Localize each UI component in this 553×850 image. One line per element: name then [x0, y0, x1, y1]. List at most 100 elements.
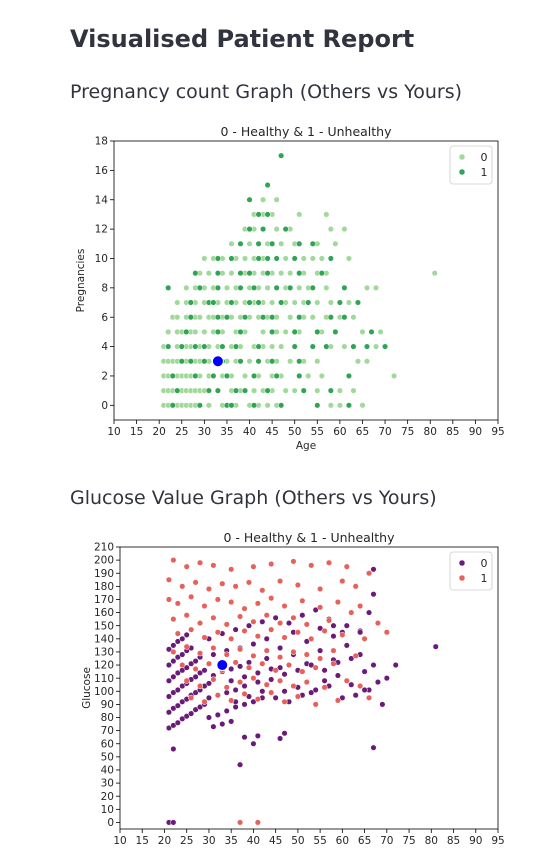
data-point-class-0 [192, 673, 199, 680]
data-point-class-1 [165, 343, 172, 350]
data-point-class-1 [272, 667, 279, 674]
data-point-class-1 [192, 579, 199, 586]
data-point-class-1 [296, 270, 303, 277]
data-point-class-0 [241, 372, 249, 379]
x-tick-label: 85 [446, 426, 459, 438]
data-point-class-1 [318, 270, 325, 277]
data-point-class-1 [264, 211, 271, 218]
data-point-class-1 [219, 343, 226, 350]
data-point-class-0 [165, 693, 172, 700]
data-point-class-1 [273, 284, 280, 291]
data-point-class-0 [278, 240, 285, 247]
data-point-class-1 [214, 255, 221, 262]
data-point-class-1 [339, 578, 346, 585]
data-point-class-0 [350, 314, 357, 321]
data-point-class-0 [327, 226, 334, 233]
data-point-class-1 [255, 240, 262, 247]
data-point-class-1 [205, 660, 212, 667]
data-point-class-1 [299, 597, 306, 604]
data-point-class-0 [210, 723, 217, 730]
data-point-class-1 [223, 621, 230, 628]
x-tick-label: 55 [311, 426, 324, 438]
data-point-class-0 [359, 328, 366, 335]
data-point-class-1 [268, 626, 275, 633]
data-point-class-1 [183, 612, 190, 619]
data-point-class-0 [228, 240, 235, 247]
data-point-class-0 [330, 622, 337, 629]
data-point-class-0 [359, 402, 366, 409]
data-point-class-1 [237, 819, 244, 826]
data-point-class-0 [291, 387, 298, 394]
y-tick-label: 16 [95, 165, 109, 177]
data-point-class-0 [285, 620, 293, 627]
data-point-class-0 [241, 734, 248, 741]
x-tick-label: 65 [358, 835, 371, 847]
data-point-class-0 [308, 661, 315, 669]
data-point-class-0 [269, 299, 276, 306]
data-point-class-1 [250, 675, 257, 682]
data-point-class-0 [170, 705, 177, 712]
data-point-class-1 [263, 647, 270, 654]
data-point-class-0 [343, 622, 350, 629]
data-point-class-1 [255, 343, 262, 350]
data-point-class-0 [237, 761, 244, 768]
y-tick-label: 190 [94, 568, 114, 580]
data-point-class-0 [323, 211, 330, 218]
data-point-class-0 [165, 724, 172, 732]
y-tick-label: 8 [101, 282, 108, 294]
data-point-class-0 [372, 343, 380, 350]
data-point-class-0 [300, 255, 307, 262]
data-point-class-0 [374, 679, 381, 686]
data-point-class-0 [219, 721, 226, 728]
data-point-class-0 [205, 680, 212, 687]
data-point-class-0 [273, 196, 280, 203]
data-point-class-1 [196, 650, 204, 657]
data-point-class-0 [272, 694, 279, 701]
data-point-class-0 [354, 358, 362, 365]
data-point-class-1 [183, 643, 190, 650]
data-point-class-1 [165, 576, 172, 583]
data-point-class-0 [174, 702, 181, 709]
data-point-class-0 [281, 688, 288, 695]
data-point-class-0 [254, 669, 261, 676]
data-point-class-0 [174, 638, 181, 645]
data-point-class-1 [214, 284, 221, 291]
data-point-class-1 [317, 585, 324, 593]
data-point-class-1 [268, 561, 275, 568]
data-point-class-1 [232, 583, 239, 590]
data-point-class-1 [374, 620, 381, 627]
data-point-class-1 [192, 665, 199, 673]
data-point-class-0 [201, 667, 208, 674]
data-point-class-1 [296, 314, 303, 321]
data-point-class-0 [201, 328, 208, 335]
data-point-class-1 [273, 255, 280, 262]
data-point-class-1 [192, 270, 199, 277]
y-tick-label: 170 [94, 594, 114, 606]
legend-label-0: 0 [481, 151, 488, 164]
data-point-class-1 [169, 402, 176, 409]
data-point-class-1 [299, 668, 306, 675]
data-point-class-1 [323, 343, 330, 350]
data-point-class-0 [277, 735, 284, 742]
data-point-class-0 [183, 664, 190, 671]
data-point-class-1 [187, 358, 194, 365]
data-point-class-1 [179, 661, 186, 669]
plot-frame [113, 140, 499, 421]
data-point-class-1 [330, 647, 337, 654]
data-point-class-1 [245, 579, 253, 586]
data-point-class-1 [214, 314, 221, 321]
data-point-class-1 [264, 255, 271, 262]
data-point-class-0 [282, 255, 289, 262]
data-point-class-0 [254, 732, 261, 739]
data-point-class-1 [214, 692, 221, 699]
data-point-class-1 [237, 358, 244, 365]
legend-marker-1 [458, 168, 466, 176]
data-point-class-1 [296, 240, 303, 247]
data-point-class-1 [174, 600, 181, 607]
data-point-class-0 [228, 270, 235, 277]
data-point-class-1 [300, 387, 307, 394]
data-point-class-1 [196, 284, 203, 291]
data-point-class-0 [179, 715, 186, 722]
data-point-class-1 [308, 635, 315, 642]
chart-title: 0 - Healthy & 1 - Unhealthy [221, 124, 393, 139]
